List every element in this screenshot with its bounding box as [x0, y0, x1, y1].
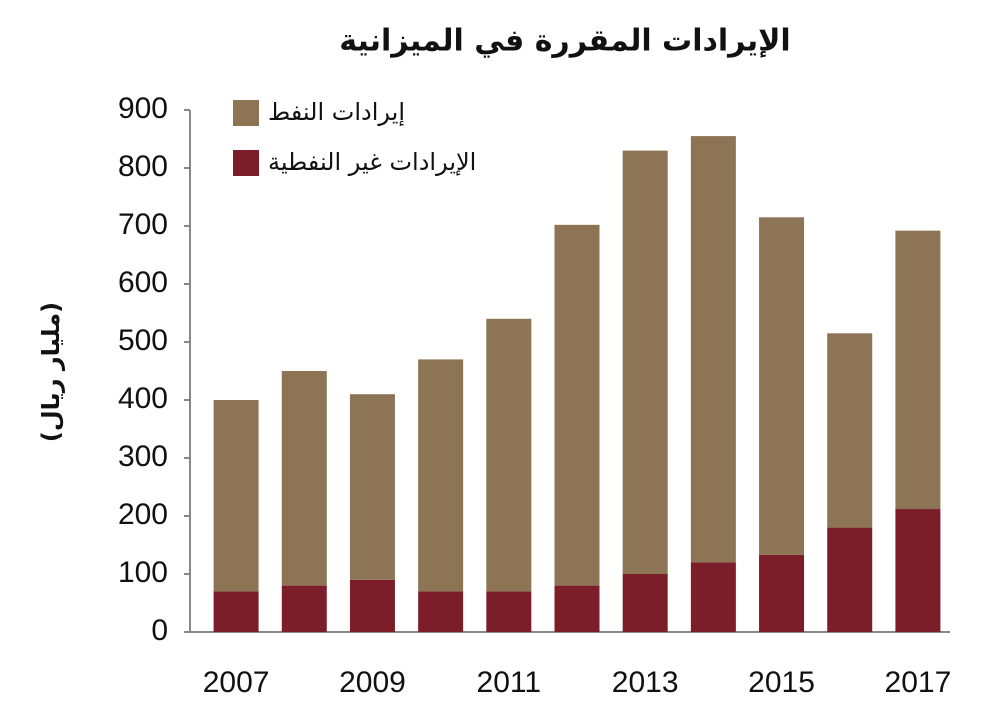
x-tick-label: 2013: [612, 666, 679, 699]
bar-segment: [895, 509, 941, 632]
x-tick-label: 2015: [748, 666, 815, 699]
y-tick-label: 600: [118, 266, 168, 299]
bar-segment: [349, 394, 395, 580]
y-axis-label: (مليار ريال): [37, 302, 65, 442]
bar-segment: [554, 224, 600, 586]
bar-segment: [827, 333, 873, 528]
bar-segment: [281, 585, 327, 632]
bar-segment: [759, 217, 805, 555]
bar-segment: [690, 136, 736, 563]
y-tick-label: 700: [118, 208, 168, 241]
y-tick-label: 300: [118, 440, 168, 473]
y-tick-label: 0: [151, 614, 168, 647]
bar-segment: [622, 150, 668, 574]
bar-segment: [622, 574, 668, 632]
bar-segment: [895, 230, 941, 510]
legend-label: الإيرادات غير النفطية: [268, 148, 476, 176]
y-tick-label: 200: [118, 498, 168, 531]
bar-segment: [281, 371, 327, 586]
bar-segment: [349, 579, 395, 632]
x-tick-label: 2017: [885, 666, 952, 699]
bar-segment: [486, 591, 532, 632]
x-tick-label: 2007: [203, 666, 270, 699]
bar-segment: [486, 318, 532, 592]
bar-segment: [827, 527, 873, 632]
y-tick-label: 100: [118, 556, 168, 589]
y-tick-label: 400: [118, 382, 168, 415]
legend-label: إيرادات النفط: [268, 98, 405, 127]
bar-segment: [213, 591, 259, 632]
bar-segment: [759, 554, 805, 632]
bar-segment: [554, 585, 600, 632]
bar-segment: [213, 400, 259, 592]
legend-swatch: [233, 150, 259, 176]
x-tick-label: 2009: [339, 666, 406, 699]
y-tick-label: 800: [118, 150, 168, 183]
y-tick-label: 900: [118, 92, 168, 125]
y-tick-label: 500: [118, 324, 168, 357]
chart-title: الإيرادات المقررة في الميزانية: [339, 24, 790, 59]
legend-swatch: [233, 100, 259, 126]
bar-segment: [418, 591, 464, 632]
bar-segment: [418, 359, 464, 592]
x-tick-label: 2011: [477, 666, 542, 699]
bar-segment: [690, 562, 736, 632]
